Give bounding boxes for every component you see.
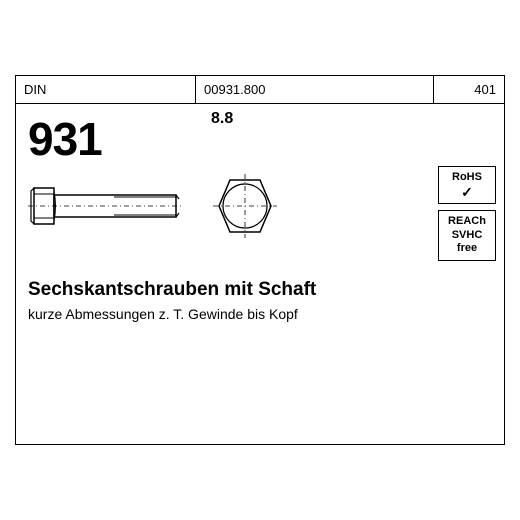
- product-subtitle: kurze Abmessungen z. T. Gewinde bis Kopf: [28, 306, 298, 322]
- main-area: 931 8.8: [16, 104, 504, 444]
- bolt-hex-view: [213, 174, 277, 238]
- bolt-side-view: [28, 177, 183, 235]
- property-class: 8.8: [211, 110, 233, 128]
- din-number: 931: [28, 112, 102, 166]
- header-row: DIN 00931.800 401: [16, 76, 504, 104]
- rohs-badge: RoHS ✓: [438, 166, 496, 204]
- datasheet-card: DIN 00931.800 401 931 8.8: [15, 75, 505, 445]
- compliance-badges: RoHS ✓ REACh SVHC free: [438, 166, 496, 261]
- reach-line3: free: [442, 242, 492, 256]
- header-code: 00931.800: [196, 76, 434, 103]
- header-standard-org: DIN: [16, 76, 196, 103]
- technical-drawings: [28, 174, 277, 238]
- check-icon: ✓: [442, 185, 492, 199]
- rohs-label: RoHS: [442, 171, 492, 185]
- reach-line2: SVHC: [442, 229, 492, 243]
- product-title: Sechskantschrauben mit Schaft: [28, 279, 316, 301]
- reach-line1: REACh: [442, 215, 492, 229]
- header-ref: 401: [434, 76, 504, 103]
- reach-badge: REACh SVHC free: [438, 210, 496, 261]
